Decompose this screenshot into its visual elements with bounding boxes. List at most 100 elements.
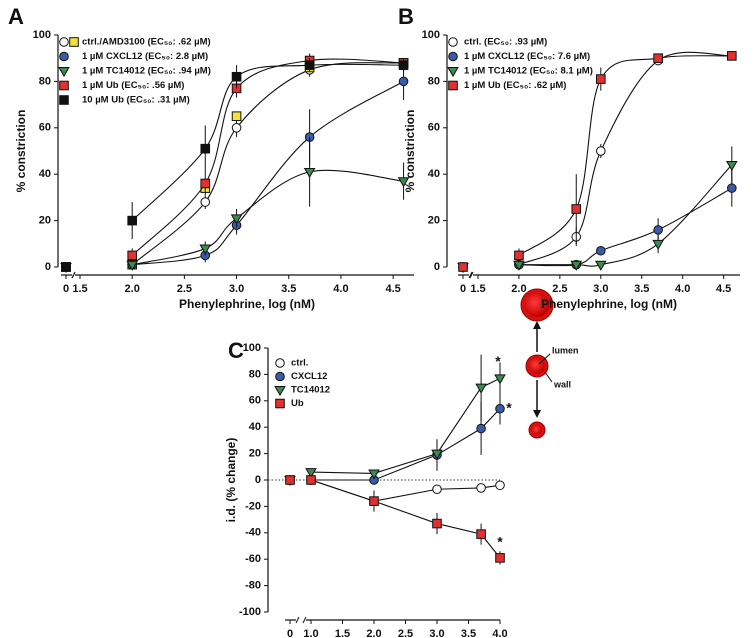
arrow-head xyxy=(533,410,541,418)
y-tick-label: -80 xyxy=(245,580,261,592)
marker xyxy=(432,484,442,495)
marker xyxy=(726,160,738,172)
y-tick-label: -40 xyxy=(245,527,261,539)
legend-marker xyxy=(59,95,69,105)
legend-marker xyxy=(275,398,285,409)
y-tick-label: 100 xyxy=(422,29,440,41)
marker xyxy=(595,260,607,271)
y-tick-label: -60 xyxy=(245,553,261,565)
marker xyxy=(200,178,211,189)
marker xyxy=(727,51,737,61)
marker xyxy=(653,53,663,64)
legend-label: 1 µM Ub (EC₅₀: .56 µM) xyxy=(82,80,184,91)
marker xyxy=(476,483,486,493)
legend-label: Ub xyxy=(291,398,304,409)
y-tick-label: 40 xyxy=(249,421,261,433)
y-tick-label: 60 xyxy=(428,122,440,134)
marker xyxy=(127,250,137,261)
marker xyxy=(230,214,243,225)
marker xyxy=(368,469,380,480)
axis-break xyxy=(302,616,307,624)
legend-marker xyxy=(447,67,459,78)
marker xyxy=(596,74,606,84)
legend-marker xyxy=(59,80,69,91)
marker xyxy=(200,143,211,154)
legend-marker xyxy=(69,37,79,47)
axis-break xyxy=(295,616,300,624)
y-tick-label: 20 xyxy=(249,448,261,460)
legend-marker xyxy=(275,371,285,382)
diagram-label: lumen xyxy=(552,345,579,355)
marker xyxy=(306,475,316,485)
legend-label: CXCL12 xyxy=(291,371,327,382)
series-line xyxy=(310,377,501,474)
marker xyxy=(397,177,410,188)
marker xyxy=(494,374,506,385)
marker xyxy=(231,111,242,122)
diagram-label: wall xyxy=(553,379,571,389)
legend-marker xyxy=(448,80,458,91)
marker xyxy=(596,146,606,156)
legend-label: ctrl. (EC₅₀: .93 µM) xyxy=(464,37,547,48)
legend-label: TC14012 xyxy=(291,385,330,396)
marker xyxy=(303,167,316,179)
leader xyxy=(538,353,551,365)
series-line xyxy=(310,479,501,559)
x-tick-label: 4.0 xyxy=(675,283,690,295)
marker xyxy=(61,262,71,272)
x-tick-label: 2.5 xyxy=(552,283,567,295)
marker xyxy=(398,60,409,70)
marker xyxy=(653,225,663,235)
legend-label: 1 µM TC14012 (EC₅₀: .94 µM) xyxy=(82,66,211,77)
x-tick-label: 4.5 xyxy=(385,283,400,295)
leader xyxy=(544,371,553,383)
marker xyxy=(727,183,737,193)
axis-break xyxy=(469,271,474,279)
annotation: * xyxy=(506,399,512,415)
y-tick-label: 40 xyxy=(39,168,51,180)
legend-label: 1 µM TC14012 (EC₅₀: 8.1 µM) xyxy=(464,66,593,77)
y-tick-label: 100 xyxy=(33,29,51,41)
x-tick-label: 3.5 xyxy=(281,283,296,295)
annotation: * xyxy=(495,353,501,369)
marker xyxy=(652,239,664,250)
y-axis-label: % constriction xyxy=(403,110,417,193)
arrow-head xyxy=(533,321,541,329)
legend-marker xyxy=(448,37,458,47)
panel-label: A xyxy=(8,4,24,29)
y-tick-label: 20 xyxy=(428,215,440,227)
x-tick-label: 3.5 xyxy=(634,283,649,295)
legend-marker xyxy=(448,51,458,62)
y-tick-label: 40 xyxy=(428,168,440,180)
x-tick-label: 3.0 xyxy=(229,283,244,295)
x-axis-label: Phenylephrine, log (nM) xyxy=(541,297,677,311)
marker xyxy=(495,403,505,414)
legend-marker xyxy=(275,358,285,368)
y-axis-label: i.d. (% change) xyxy=(224,438,238,523)
legend-label: ctrl. xyxy=(291,358,308,369)
x-tick-label: 3.0 xyxy=(429,628,444,638)
y-tick-label: 60 xyxy=(249,395,261,407)
legend-label: ctrl./AMD3100 (EC₅₀: .62 µM) xyxy=(82,37,211,48)
marker xyxy=(475,383,487,394)
series-line xyxy=(132,80,404,266)
marker xyxy=(495,553,505,563)
marker xyxy=(200,197,211,207)
y-tick-label: 80 xyxy=(249,368,261,380)
y-tick-label: 0 xyxy=(45,261,51,273)
y-tick-label: -100 xyxy=(239,606,261,618)
marker xyxy=(398,76,409,87)
legend-label: 1 µM Ub (EC₅₀: .62 µM) xyxy=(464,80,566,91)
marker xyxy=(304,60,315,70)
marker xyxy=(369,496,379,506)
marker xyxy=(431,449,443,460)
legend-marker xyxy=(58,67,70,78)
x-tick-label: 2.5 xyxy=(177,283,192,295)
x-tick-label: 0 xyxy=(287,628,293,638)
y-tick-label: 0 xyxy=(434,261,440,273)
marker xyxy=(495,480,505,491)
series-line xyxy=(131,62,404,266)
y-tick-label: 20 xyxy=(39,215,51,227)
x-tick-label: 1.5 xyxy=(335,628,350,638)
